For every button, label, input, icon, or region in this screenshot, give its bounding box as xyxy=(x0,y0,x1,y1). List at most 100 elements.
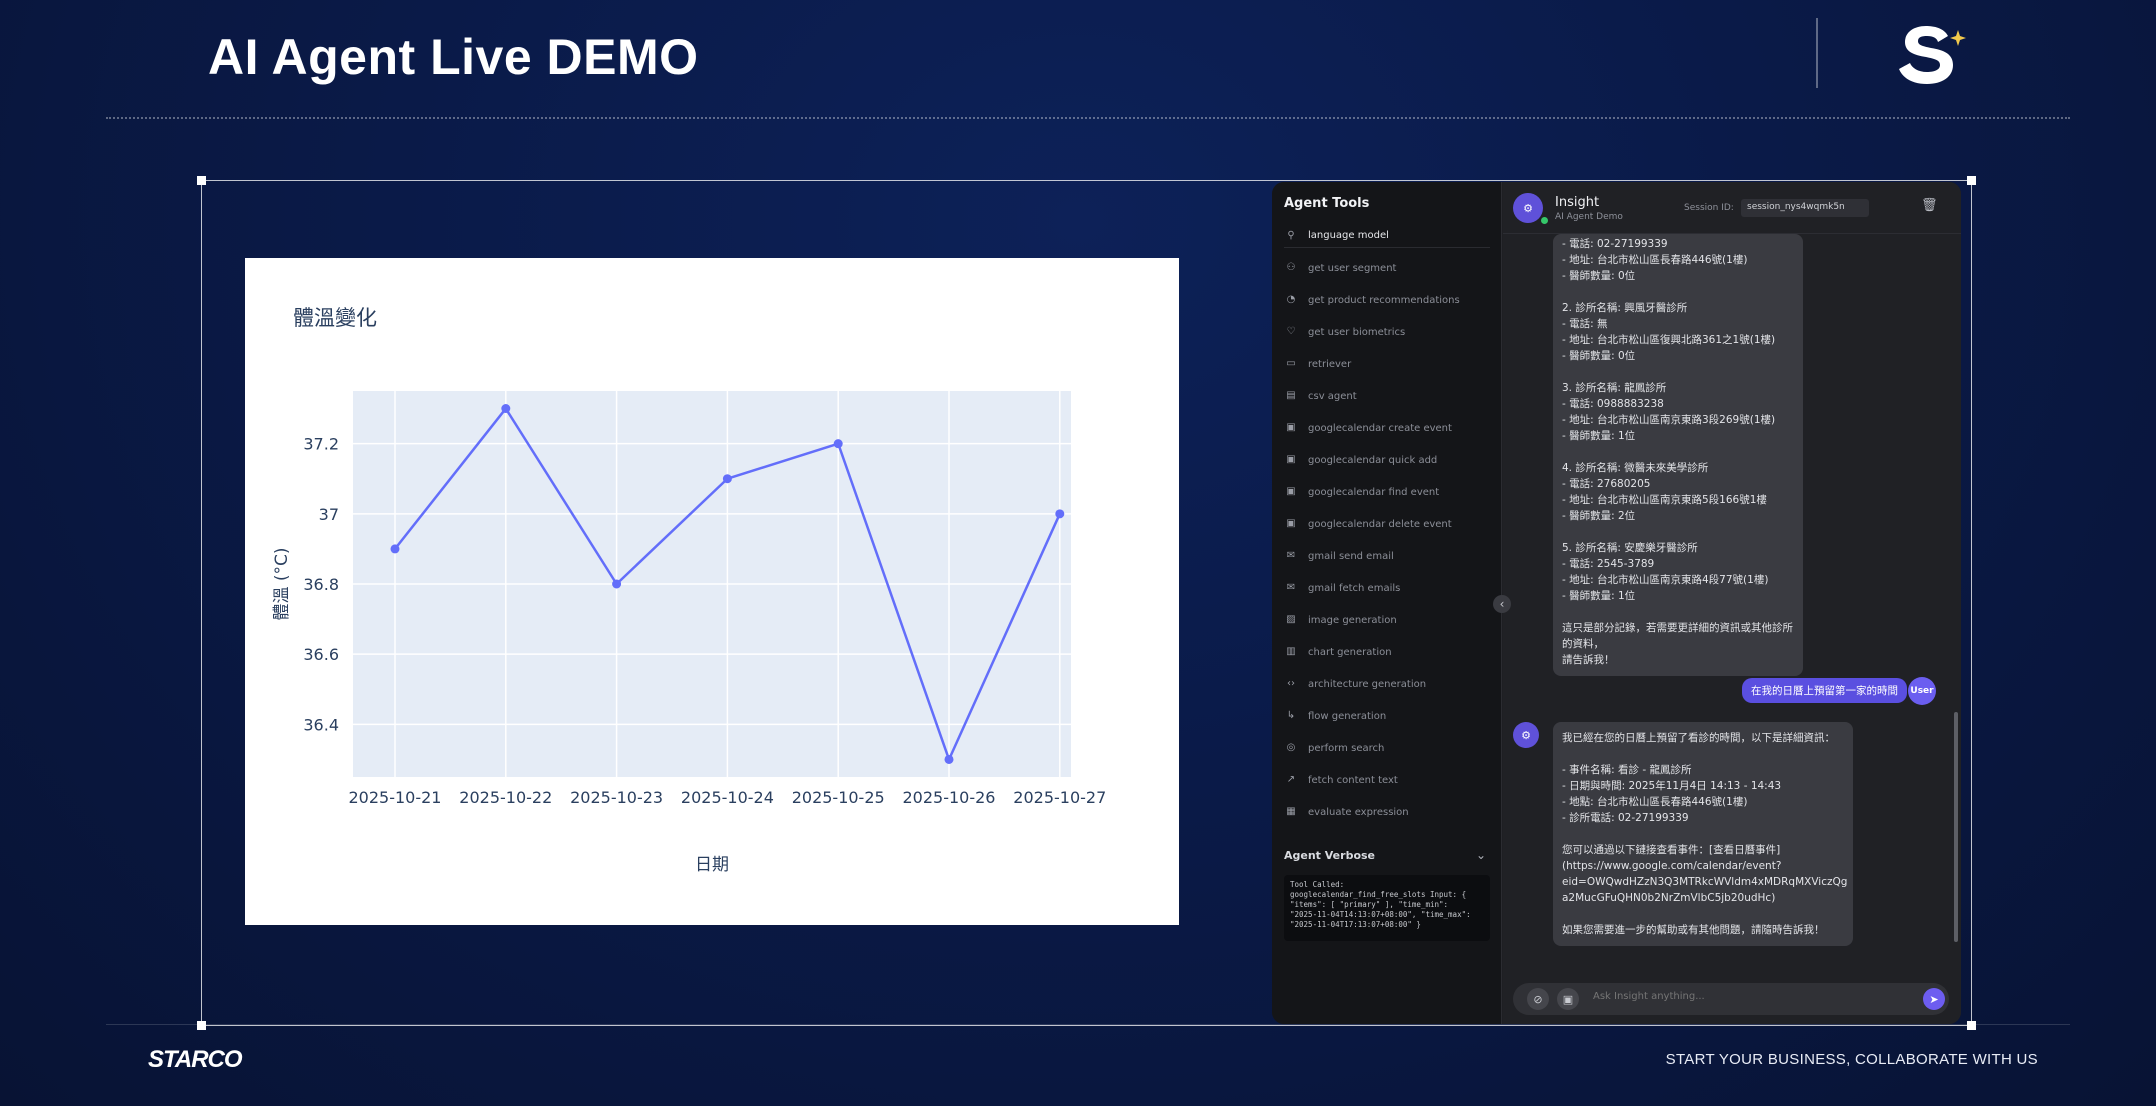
agent-message-avatar: ⚙ xyxy=(1513,722,1539,748)
message-line: - 地點: 台北市松山區長春路446號(1樓) xyxy=(1562,796,1748,808)
message-line: 如果您需要進一步的幫助或有其他問題，請隨時告訴我！ xyxy=(1562,924,1825,936)
sidebar-item-label: googlecalendar create event xyxy=(1308,422,1452,434)
x-tick-label: 2025-10-22 xyxy=(459,788,552,807)
sidebar-item-architecture-generation[interactable]: ‹› architecture generation xyxy=(1284,672,1490,696)
send-button[interactable]: ➤ xyxy=(1923,988,1945,1010)
agent-name: Insight xyxy=(1555,195,1600,210)
message-line: - 地址: 台北市松山區復興北路361之1號(1樓) xyxy=(1562,334,1776,346)
sidebar-item-image-generation[interactable]: ▨ image generation xyxy=(1284,608,1490,632)
y-axis-ticks: 36.4 36.6 36.8 37 37.2 xyxy=(303,435,339,735)
sidebar-item-label: chart generation xyxy=(1308,646,1392,658)
footer-tagline: START YOUR BUSINESS, COLLABORATE WITH US xyxy=(1665,1051,2038,1068)
sidebar-item-label: get user segment xyxy=(1308,262,1397,274)
sidebar-item-fetch-content-text[interactable]: ↗ fetch content text xyxy=(1284,768,1490,792)
sidebar-item-gmail-fetch-emails[interactable]: ✉ gmail fetch emails xyxy=(1284,576,1490,600)
trash-icon[interactable]: 🗑︎ xyxy=(1921,198,1938,213)
message-line: - 電話: 無 xyxy=(1562,318,1608,330)
sidebar-item-label: image generation xyxy=(1308,614,1397,626)
data-point xyxy=(390,544,400,554)
selection-frame xyxy=(201,180,1972,1026)
sidebar-item-gmail-send-email[interactable]: ✉ gmail send email xyxy=(1284,544,1490,568)
book-icon: ▭ xyxy=(1286,358,1296,369)
message-line: - 地址: 台北市松山區南京東路5段166號1樓 xyxy=(1562,494,1767,506)
chat-panel: ⚙ Insight AI Agent Demo Session ID: sess… xyxy=(1503,182,1961,1024)
message-line: - 電話: 27680205 xyxy=(1562,478,1651,490)
message-line: - 事件名稱: 看診 - 龍鳳診所 xyxy=(1562,764,1692,776)
chevron-down-icon[interactable]: ⌄ xyxy=(1476,848,1487,862)
search-icon: ◎ xyxy=(1286,742,1296,753)
sidebar-item-label: get product recommendations xyxy=(1308,294,1460,306)
sidebar-item-label: fetch content text xyxy=(1308,774,1398,786)
temperature-chart-card: 體溫變化 36.4 36.6 36.8 37 37.2 2025-10-21 2025-1… xyxy=(245,258,1179,925)
mail-icon: ✉ xyxy=(1286,550,1296,561)
resize-handle-bottom-right[interactable] xyxy=(1967,1021,1976,1030)
header-dotted-divider xyxy=(106,117,2070,119)
resize-handle-top-right[interactable] xyxy=(1967,176,1976,185)
chat-scrollbar[interactable] xyxy=(1954,712,1958,942)
x-tick-label: 2025-10-26 xyxy=(903,788,996,807)
image-icon: ▨ xyxy=(1286,614,1296,625)
agent-subtitle: AI Agent Demo xyxy=(1555,212,1623,222)
sidebar-item-googlecalendar-find-event[interactable]: ▣ googlecalendar find event xyxy=(1284,480,1490,504)
sidebar-item-language-model[interactable]: ⚲ language model xyxy=(1284,224,1490,248)
collapse-sidebar-button[interactable]: ‹ xyxy=(1493,595,1511,613)
chat-input[interactable] xyxy=(1593,991,1883,1002)
user-avatar: User xyxy=(1908,677,1936,705)
chart-icon: ▥ xyxy=(1286,646,1296,657)
message-line xyxy=(1562,444,1794,460)
chat-input-bar: ⊘ ▣ ➤ xyxy=(1513,983,1949,1015)
grid-lines xyxy=(353,391,1071,777)
footer-divider xyxy=(106,1024,2070,1025)
sidebar-item-chart-generation[interactable]: ▥ chart generation xyxy=(1284,640,1490,664)
sidebar-item-perform-search[interactable]: ◎ perform search xyxy=(1284,736,1490,760)
resize-handle-top-left[interactable] xyxy=(197,176,206,185)
sidebar-item-googlecalendar-quick-add[interactable]: ▣ googlecalendar quick add xyxy=(1284,448,1490,472)
sidebar-item-csv-agent[interactable]: ▤ csv agent xyxy=(1284,384,1490,408)
sidebar-item-googlecalendar-create-event[interactable]: ▣ googlecalendar create event xyxy=(1284,416,1490,440)
starco-s-logo-icon xyxy=(1899,26,1966,84)
sidebar-item-flow-generation[interactable]: ↳ flow generation xyxy=(1284,704,1490,728)
session-id-field[interactable]: session_nys4wqmk5n xyxy=(1741,199,1869,217)
image-upload-icon[interactable]: ▣ xyxy=(1557,988,1579,1010)
sidebar-item-get-product-recommendations[interactable]: ◔ get product recommendations xyxy=(1284,288,1490,312)
resize-handle-bottom-left[interactable] xyxy=(197,1021,206,1030)
data-point xyxy=(833,439,843,449)
sidebar-item-label: get user biometrics xyxy=(1308,326,1406,338)
data-points xyxy=(390,404,1065,764)
online-status-dot xyxy=(1541,217,1548,224)
message-line: 您可以通過以下鏈接查看事件：[查看日曆事件] xyxy=(1562,844,1781,856)
message-line: - 診所電話: 02-27199339 xyxy=(1562,812,1689,824)
mail-open-icon: ✉ xyxy=(1286,582,1296,593)
message-line: 2. 診所名稱: 興風牙醫診所 xyxy=(1562,302,1688,314)
y-tick-label: 36.6 xyxy=(303,645,339,664)
heart-icon: ♡ xyxy=(1286,326,1296,337)
sidebar-item-label: retriever xyxy=(1308,358,1352,370)
message-line: - 醫師數量: 0位 xyxy=(1562,270,1636,282)
agent-tools-sidebar: Agent Tools ⚲ language model ⚇ get user seg… xyxy=(1272,182,1502,1024)
x-tick-label: 2025-10-21 xyxy=(349,788,442,807)
paperclip-icon[interactable]: ⊘ xyxy=(1527,988,1549,1010)
data-point xyxy=(944,754,954,764)
y-axis-label: 體溫 (°C) xyxy=(272,547,292,620)
assistant-message: 我已經在您的日曆上預留了看診的時間，以下是詳細資訊： - 事件名稱: 看診 - … xyxy=(1553,722,1853,946)
sidebar-item-googlecalendar-delete-event[interactable]: ▣ googlecalendar delete event xyxy=(1284,512,1490,536)
message-line: 請告訴我！ xyxy=(1562,654,1615,666)
message-line: - 醫師數量: 1位 xyxy=(1562,590,1636,602)
brand-logo: STARCO xyxy=(148,1046,243,1073)
message-line xyxy=(1562,826,1844,842)
sidebar-item-get-user-biometrics[interactable]: ♡ get user biometrics xyxy=(1284,320,1490,344)
message-line: - 日期與時間: 2025年11月4日 14:13 - 14:43 xyxy=(1562,780,1782,792)
y-tick-label: 36.8 xyxy=(303,575,339,594)
sidebar-item-label: language model xyxy=(1308,230,1389,241)
table-icon: ▤ xyxy=(1286,390,1296,401)
sidebar-item-evaluate-expression[interactable]: ▦ evaluate expression xyxy=(1284,800,1490,824)
sidebar-item-get-user-segment[interactable]: ⚇ get user segment xyxy=(1284,256,1490,280)
message-line xyxy=(1562,364,1794,380)
sidebar-item-retriever[interactable]: ▭ retriever xyxy=(1284,352,1490,376)
message-line: 這只是部分記錄，若需要更詳細的資訊或其他診所的資料， xyxy=(1562,622,1793,650)
message-line xyxy=(1562,524,1794,540)
sidebar-item-label: flow generation xyxy=(1308,710,1387,722)
message-line: 4. 診所名稱: 微醫未來美學診所 xyxy=(1562,462,1709,474)
sidebar-item-label: googlecalendar find event xyxy=(1308,486,1440,498)
